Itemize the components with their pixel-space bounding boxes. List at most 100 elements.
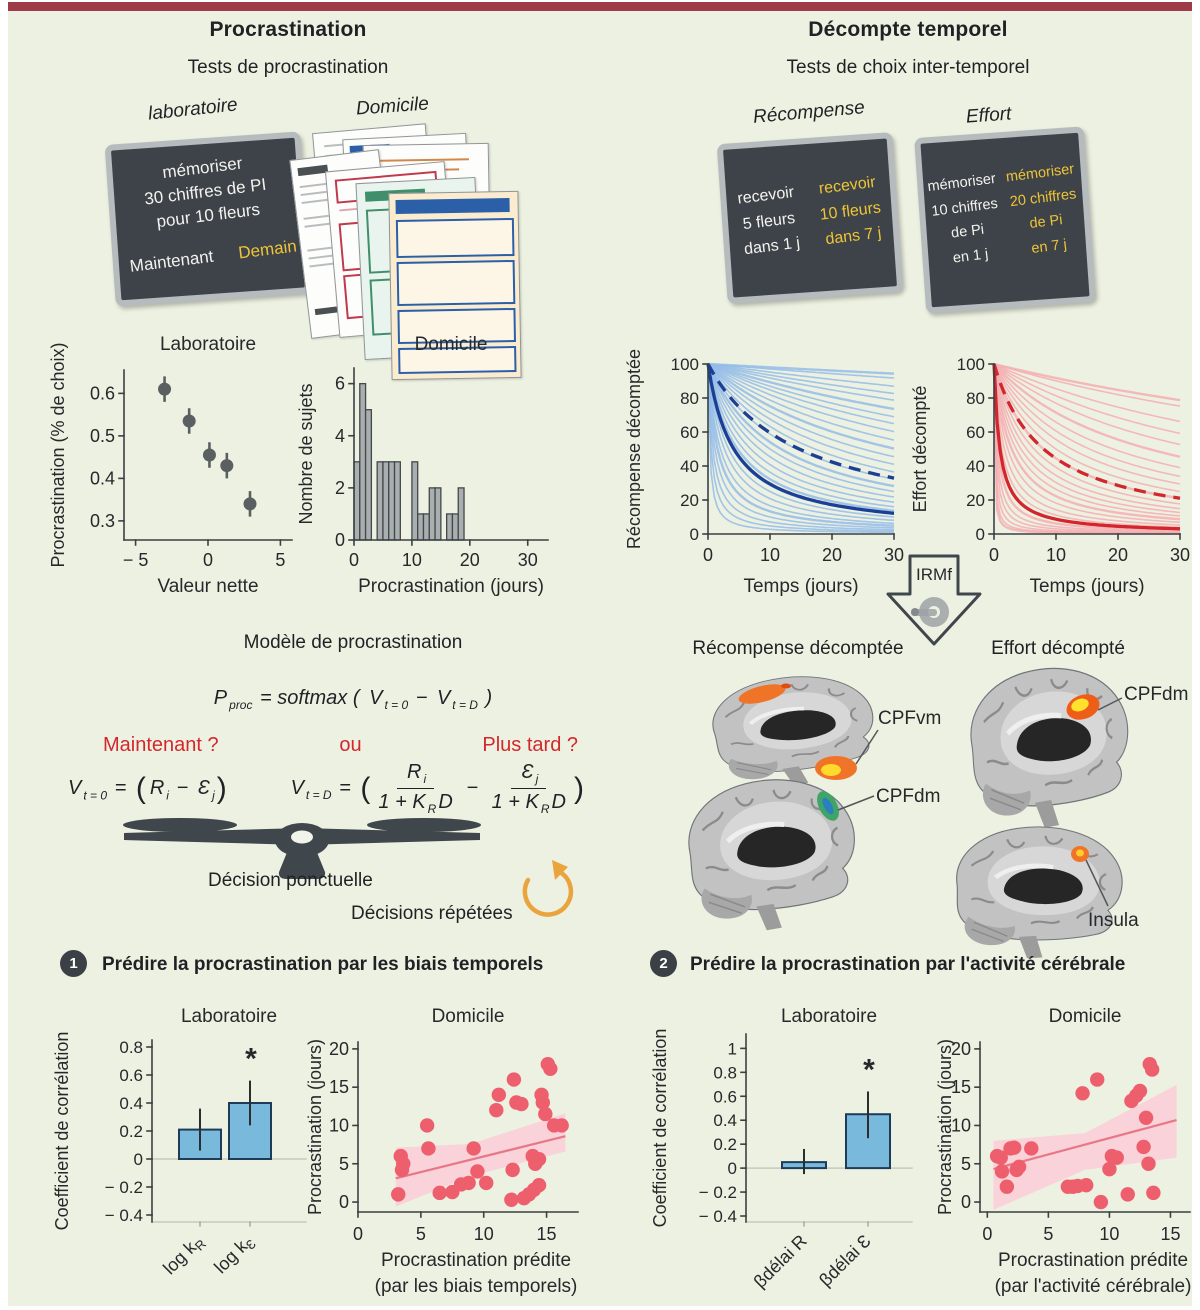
svg-text:Domicile: Domicile bbox=[415, 334, 488, 355]
svg-text:5: 5 bbox=[275, 550, 285, 570]
lab-board-caption: laboratoire bbox=[147, 94, 239, 125]
effort-brain-title: Effort décompté bbox=[991, 638, 1125, 659]
svg-text:15: 15 bbox=[951, 1077, 971, 1097]
svg-text:100: 100 bbox=[957, 355, 985, 374]
svg-text:0: 0 bbox=[353, 1224, 363, 1244]
svg-text:6: 6 bbox=[335, 374, 345, 394]
home-histogram-chart: 0 2 4 6 0 10 20 30 Domicile Nombre de sujets Procr… bbox=[296, 334, 549, 597]
svg-text:80: 80 bbox=[680, 389, 699, 408]
reward-brain-title: Récompense décomptée bbox=[692, 638, 904, 659]
svg-text:(par l'activité cérébrale): (par l'activité cérébrale) bbox=[995, 1276, 1192, 1297]
svg-text:Effort décompté: Effort décompté bbox=[910, 386, 930, 513]
svg-text:− 0.2: − 0.2 bbox=[105, 1178, 143, 1197]
insula-label: Insula bbox=[1088, 910, 1139, 931]
repeated-decisions-label: Décisions répétées bbox=[351, 903, 513, 924]
svg-text:0: 0 bbox=[690, 525, 699, 544]
svg-text:Laboratoire: Laboratoire bbox=[781, 1006, 877, 1027]
svg-text:30: 30 bbox=[884, 545, 904, 565]
svg-text:0: 0 bbox=[349, 550, 359, 570]
svg-text:0: 0 bbox=[203, 550, 213, 570]
reward-board-caption: Récompense bbox=[752, 97, 866, 128]
svg-text:20: 20 bbox=[680, 491, 699, 510]
cpfdm-right-label: CPFdm bbox=[1124, 684, 1188, 705]
svg-text:Coefficient de corrélation: Coefficient de corrélation bbox=[650, 1029, 670, 1228]
svg-text:20: 20 bbox=[1108, 545, 1128, 565]
right-column-title: Décompte temporel bbox=[808, 18, 1008, 41]
svg-text:Procrastination (jours): Procrastination (jours) bbox=[306, 1039, 325, 1215]
svg-text:0.2: 0.2 bbox=[119, 1122, 143, 1141]
svg-text:Nombre de sujets: Nombre de sujets bbox=[296, 383, 316, 524]
svg-text:log kƐ: log kƐ bbox=[210, 1231, 259, 1280]
svg-text:Procrastination (jours): Procrastination (jours) bbox=[936, 1039, 955, 1215]
svg-text:10: 10 bbox=[1046, 545, 1066, 565]
figure-background: Procrastination Tests de procrastination… bbox=[8, 2, 1192, 1306]
effort-blackboard: mémoriser 10 chiffres de Pi en 1 j mémor… bbox=[914, 126, 1096, 314]
irmf-arrow-icon: IRMf bbox=[886, 554, 982, 646]
reward-blackboard: recevoir 5 fleurs dans 1 j recevoir 10 f… bbox=[716, 132, 904, 304]
top-bar bbox=[8, 2, 1192, 11]
svg-text:Procrastination (jours): Procrastination (jours) bbox=[358, 576, 544, 597]
left-column-subtitle: Tests de procrastination bbox=[187, 57, 389, 78]
svg-text:5: 5 bbox=[1043, 1224, 1053, 1244]
svg-text:Temps (jours): Temps (jours) bbox=[743, 576, 858, 597]
svg-text:0.4: 0.4 bbox=[90, 468, 115, 488]
reward-now-line3: dans 1 j bbox=[743, 234, 801, 259]
later-question: Plus tard ? bbox=[482, 734, 578, 756]
lab-board-now: Maintenant bbox=[128, 247, 215, 277]
irmf-label: IRMf bbox=[916, 565, 952, 584]
svg-text:0.6: 0.6 bbox=[713, 1087, 737, 1106]
svg-text:2: 2 bbox=[335, 478, 345, 498]
svg-text:Coefficient de corrélation: Coefficient de corrélation bbox=[52, 1032, 72, 1231]
or-label: ou bbox=[339, 734, 362, 756]
svg-text:0.8: 0.8 bbox=[119, 1038, 143, 1057]
svg-text:0: 0 bbox=[976, 525, 985, 544]
correlation-bias-chart: * − 0.4 − 0.2 0 0.2 0.4 0.6 0.8 log kR log kƐ Labo… bbox=[52, 1006, 307, 1280]
model-title: Modèle de procrastination bbox=[243, 632, 463, 653]
svg-text:0.3: 0.3 bbox=[90, 511, 115, 531]
svg-text:5: 5 bbox=[339, 1154, 349, 1174]
svg-text:0.2: 0.2 bbox=[713, 1135, 737, 1154]
repeat-loop-arrow-icon bbox=[522, 860, 574, 917]
paper-stack bbox=[289, 123, 522, 381]
svg-text:− 0.2: − 0.2 bbox=[699, 1183, 737, 1202]
svg-text:15: 15 bbox=[329, 1077, 349, 1097]
svg-text:5: 5 bbox=[961, 1154, 971, 1174]
svg-text:0.4: 0.4 bbox=[119, 1094, 143, 1113]
svg-text:Récompense décomptée: Récompense décomptée bbox=[624, 349, 644, 549]
svg-text:*: * bbox=[245, 1043, 257, 1076]
svg-text:0: 0 bbox=[728, 1159, 737, 1178]
svg-text:20: 20 bbox=[966, 491, 985, 510]
svg-text:βdélai Ɛ: βdélai Ɛ bbox=[815, 1231, 875, 1291]
svg-text:Domicile: Domicile bbox=[1049, 1006, 1122, 1027]
prediction-bias-scatter: 0 5 10 15 20 0 5 10 15 Domicile Procrastination (j… bbox=[306, 1006, 579, 1297]
svg-text:− 0.4: − 0.4 bbox=[105, 1206, 143, 1225]
section-2-title: Prédire la procrastination par l'activit… bbox=[690, 954, 1126, 975]
svg-text:0.4: 0.4 bbox=[713, 1111, 737, 1130]
lab-blackboard: mémoriser 30 chiffres de PI pour 10 fleu… bbox=[104, 131, 312, 307]
effort-board-caption: Effort bbox=[965, 103, 1013, 128]
svg-text:0.5: 0.5 bbox=[90, 426, 115, 446]
svg-text:Procrastination (% de choix): Procrastination (% de choix) bbox=[48, 342, 68, 567]
cpfvm-label: CPFvm bbox=[878, 708, 941, 729]
svg-text:15: 15 bbox=[1160, 1224, 1180, 1244]
svg-text:Laboratoire: Laboratoire bbox=[181, 1006, 277, 1027]
svg-text:− 5: − 5 bbox=[123, 550, 149, 570]
svg-text:0: 0 bbox=[134, 1150, 143, 1169]
svg-text:10: 10 bbox=[951, 1115, 971, 1135]
svg-text:0.6: 0.6 bbox=[119, 1066, 143, 1085]
lab-board-later: Demain bbox=[237, 236, 298, 263]
prediction-brain-scatter: 0 5 10 15 20 0 5 10 15 Domicile Procrastination (j… bbox=[936, 1006, 1192, 1297]
svg-text:100: 100 bbox=[671, 355, 699, 374]
effort-discount-chart: 0 20 40 60 80 100 0 10 20 30 Effort décompté Temps … bbox=[910, 355, 1190, 597]
svg-text:0: 0 bbox=[703, 545, 713, 565]
svg-text:0: 0 bbox=[339, 1192, 349, 1212]
home-stack-caption: Domicile bbox=[355, 93, 430, 120]
svg-text:30: 30 bbox=[1170, 545, 1190, 565]
svg-text:5: 5 bbox=[416, 1224, 426, 1244]
reward-brain-image: CPFvm CPFdm bbox=[666, 662, 941, 954]
svg-text:10: 10 bbox=[474, 1224, 494, 1244]
svg-text:Temps (jours): Temps (jours) bbox=[1029, 576, 1144, 597]
